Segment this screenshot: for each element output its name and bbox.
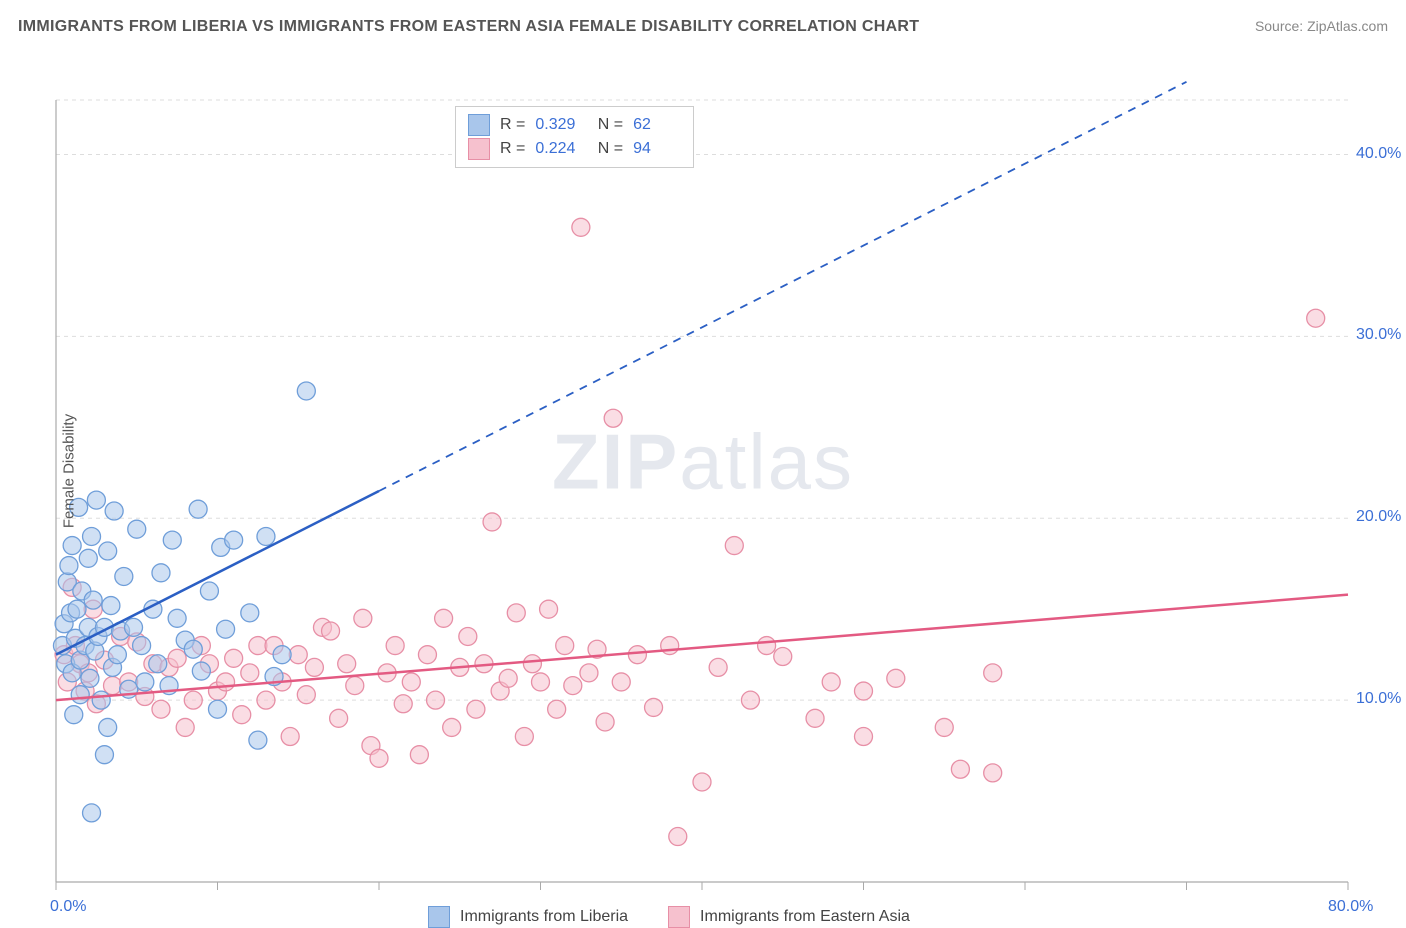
source-attribution: Source: ZipAtlas.com (1255, 18, 1388, 34)
scatter-plot (0, 50, 1406, 892)
n-value: 62 (633, 113, 681, 137)
legend-swatch-icon (468, 138, 490, 160)
series-legend-eastern_asia: Immigrants from Eastern Asia (668, 906, 910, 928)
legend-swatch-icon (668, 906, 690, 928)
x-axis-max-label: 80.0% (1328, 898, 1373, 916)
legend-row-liberia: R = 0.329 N = 62 (468, 113, 681, 137)
chart-title: IMMIGRANTS FROM LIBERIA VS IMMIGRANTS FR… (18, 18, 919, 36)
y-tick-label: 30.0% (1356, 326, 1401, 344)
r-value: 0.224 (535, 137, 583, 161)
series-label: Immigrants from Liberia (460, 908, 628, 926)
x-axis-min-label: 0.0% (50, 898, 86, 916)
r-value: 0.329 (535, 113, 583, 137)
y-axis-label: Female Disability (61, 414, 78, 528)
n-label: N = (593, 137, 623, 161)
correlation-legend: R = 0.329 N = 62 R = 0.224 N = 94 (455, 106, 694, 168)
y-tick-label: 10.0% (1356, 690, 1401, 708)
n-value: 94 (633, 137, 681, 161)
r-label: R = (500, 113, 525, 137)
y-tick-label: 20.0% (1356, 508, 1401, 526)
series-legend-liberia: Immigrants from Liberia (428, 906, 628, 928)
series-label: Immigrants from Eastern Asia (700, 908, 910, 926)
legend-row-eastern_asia: R = 0.224 N = 94 (468, 137, 681, 161)
chart-area: Female Disability ZIPatlas R =0.329 N =6… (0, 50, 1406, 892)
legend-swatch-icon (428, 906, 450, 928)
series-legend: Immigrants from Liberia Immigrants from E… (428, 906, 910, 928)
r-label: R = (500, 137, 525, 161)
n-label: N = (593, 113, 623, 137)
legend-swatch-icon (468, 114, 490, 136)
y-tick-label: 40.0% (1356, 145, 1401, 163)
